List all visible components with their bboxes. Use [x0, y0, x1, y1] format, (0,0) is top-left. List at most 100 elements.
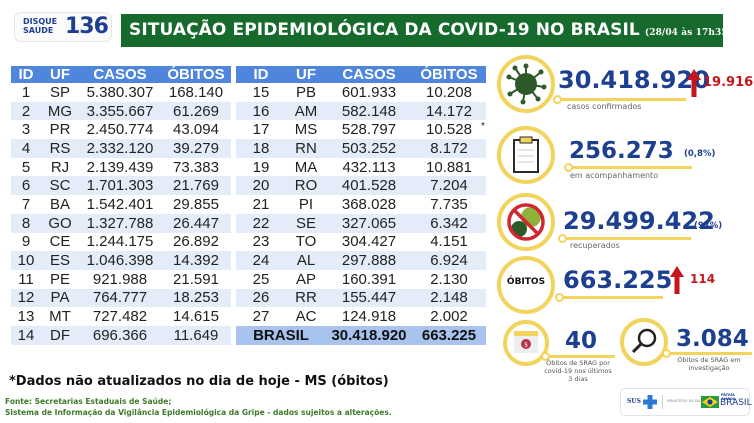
cell-uf: AP [295, 270, 316, 288]
table-row: 19 MA 432.113 10.881 [236, 158, 486, 177]
deaths-delta: 114 [690, 272, 716, 286]
cell-casos: 155.447 [326, 288, 412, 308]
cell-id: 20 [236, 176, 286, 196]
col-uf: UF [41, 66, 79, 83]
recovered-knob [558, 234, 567, 243]
cell-casos: 921.988 [92, 270, 148, 288]
cell-id: 10 [11, 251, 41, 270]
cell-uf: PR [49, 121, 71, 139]
recovered-label: recuperados [570, 241, 620, 250]
cell-uf: MA [294, 158, 318, 176]
gov-slogan-text: PÁTRIA AMADA [721, 393, 736, 401]
cell-casos: 727.482 [92, 308, 148, 326]
confirmed-value: 30.418.920 [558, 66, 710, 94]
cell-uf: CE [49, 233, 71, 251]
srag-investigation-label-line: Óbitos de SRAG em [677, 356, 741, 364]
deaths-badge-circle: ÓBITOS [497, 256, 555, 314]
cell-uf: GO [41, 213, 79, 233]
cell-uf: AL [286, 251, 326, 270]
cell-obitos: 21.769 [161, 176, 231, 196]
magnifier-icon [631, 328, 657, 354]
cell-casos: 1.244.175 [86, 233, 154, 251]
logo-number: 136 [65, 14, 109, 39]
table-header: ID UF CASOS ÓBITOS [236, 66, 486, 83]
government-logos: SUS MINISTÉRIO DA SAÚDE PÁTRIA AMADA BRA… [620, 388, 752, 416]
table-header: ID UF CASOS ÓBITOS [11, 66, 231, 83]
col-obitos: ÓBITOS [161, 66, 231, 83]
total-label: BRASIL [236, 325, 326, 345]
cell-obitos: 14.172 [412, 101, 486, 121]
monitoring-icon-circle [497, 126, 555, 184]
cell-obitos: 26.447 [161, 213, 231, 233]
cell-uf: RJ [50, 158, 70, 176]
table-row: 24 AL 297.888 6.924 [236, 251, 486, 270]
cell-obitos: 2.002 [430, 308, 468, 326]
total-row: BRASIL 30.418.920 663.225 [236, 325, 486, 345]
cell-uf: MG [41, 101, 79, 121]
confirmed-knob [553, 95, 562, 104]
footnote-asterisk: * [481, 121, 485, 132]
cell-uf: PI [298, 195, 314, 213]
title-banner: SITUAÇÃO EPIDEMIOLÓGICA DA COVID-19 NO B… [121, 14, 732, 47]
monitoring-knob [564, 163, 573, 172]
cell-casos: 696.366 [79, 325, 161, 345]
srag-recent-knob [541, 352, 550, 361]
brazil-flag-icon [701, 396, 719, 408]
cell-casos: 503.252 [326, 139, 412, 158]
table-row: 17 MS 528.797 10.528 [236, 120, 486, 139]
col-id: ID [236, 66, 286, 83]
srag-investigation-label: Óbitos de SRAG em investigação [666, 356, 752, 372]
table-row: 16 AM 582.148 14.172 [236, 101, 486, 121]
cell-id: 5 [21, 158, 31, 176]
deaths-underline [560, 296, 663, 299]
disque-saude-logo: DISQUE SAÚDE 136 [14, 12, 112, 42]
cell-id: 21 [252, 195, 270, 213]
cell-casos: 3.355.667 [79, 101, 161, 121]
cell-obitos: 8.172 [412, 139, 486, 158]
cell-casos: 764.777 [79, 288, 161, 308]
cell-casos: 327.065 [326, 213, 412, 233]
cell-uf: ES [41, 251, 79, 270]
col-obitos: ÓBITOS [412, 66, 486, 83]
cell-id: 16 [236, 101, 286, 121]
cell-obitos: 10.528 [426, 121, 472, 139]
cell-uf: DF [41, 325, 79, 345]
cell-id: 8 [11, 213, 41, 233]
table-row: 23 TO 304.427 4.151 [236, 233, 486, 252]
no-virus-icon [507, 203, 545, 241]
monitoring-label: em acompanhamento [570, 171, 659, 180]
footnote: *Dados não atualizados no dia de hoje - … [9, 374, 389, 389]
cell-obitos: 2.148 [412, 288, 486, 308]
logo-line2: SAÚDE [23, 26, 54, 35]
monitoring-value: 256.273 [569, 138, 674, 164]
cell-uf: MS [294, 121, 318, 139]
table-row: 9 CE 1.244.175 26.892 [11, 233, 231, 252]
table-row: 20 RO 401.528 7.204 [236, 176, 486, 196]
srag-recent-value: 40 [565, 328, 598, 354]
cell-id: 3 [21, 121, 31, 139]
cell-obitos: 7.204 [412, 176, 486, 196]
gov-logo-text: BRASIL [720, 398, 752, 408]
cell-obitos: 18.253 [161, 288, 231, 308]
srag-investigation-icon-circle [620, 318, 668, 366]
calendar-icon: $ [514, 331, 538, 353]
monitoring-underline [570, 166, 692, 169]
srag-recent-underline [545, 355, 615, 358]
table-row: 1 SP 5.380.307 168.140 [11, 83, 231, 102]
cell-obitos: 14.615 [173, 308, 219, 326]
table-row: 15 PB 601.933 10.208 [236, 83, 486, 102]
cell-casos: 401.528 [326, 176, 412, 196]
srag-investigation-value: 3.084 [676, 326, 749, 352]
cell-id: 11 [18, 270, 34, 288]
cell-id: 25 [252, 270, 270, 288]
ministry-logo-text: MINISTÉRIO DA SAÚDE [667, 399, 707, 403]
cell-obitos: 168.140 [168, 83, 224, 101]
arrow-up-icon [670, 266, 684, 294]
cell-id: 22 [236, 213, 286, 233]
cell-uf: SE [286, 213, 326, 233]
states-table-left: ID UF CASOS ÓBITOS 1 SP 5.380.307 168.140 2 M… [11, 66, 231, 345]
cell-obitos: 61.269 [161, 101, 231, 121]
cell-id: 19 [252, 158, 270, 176]
cell-casos: 1.701.303 [79, 176, 161, 196]
confirmed-underline [558, 98, 686, 101]
